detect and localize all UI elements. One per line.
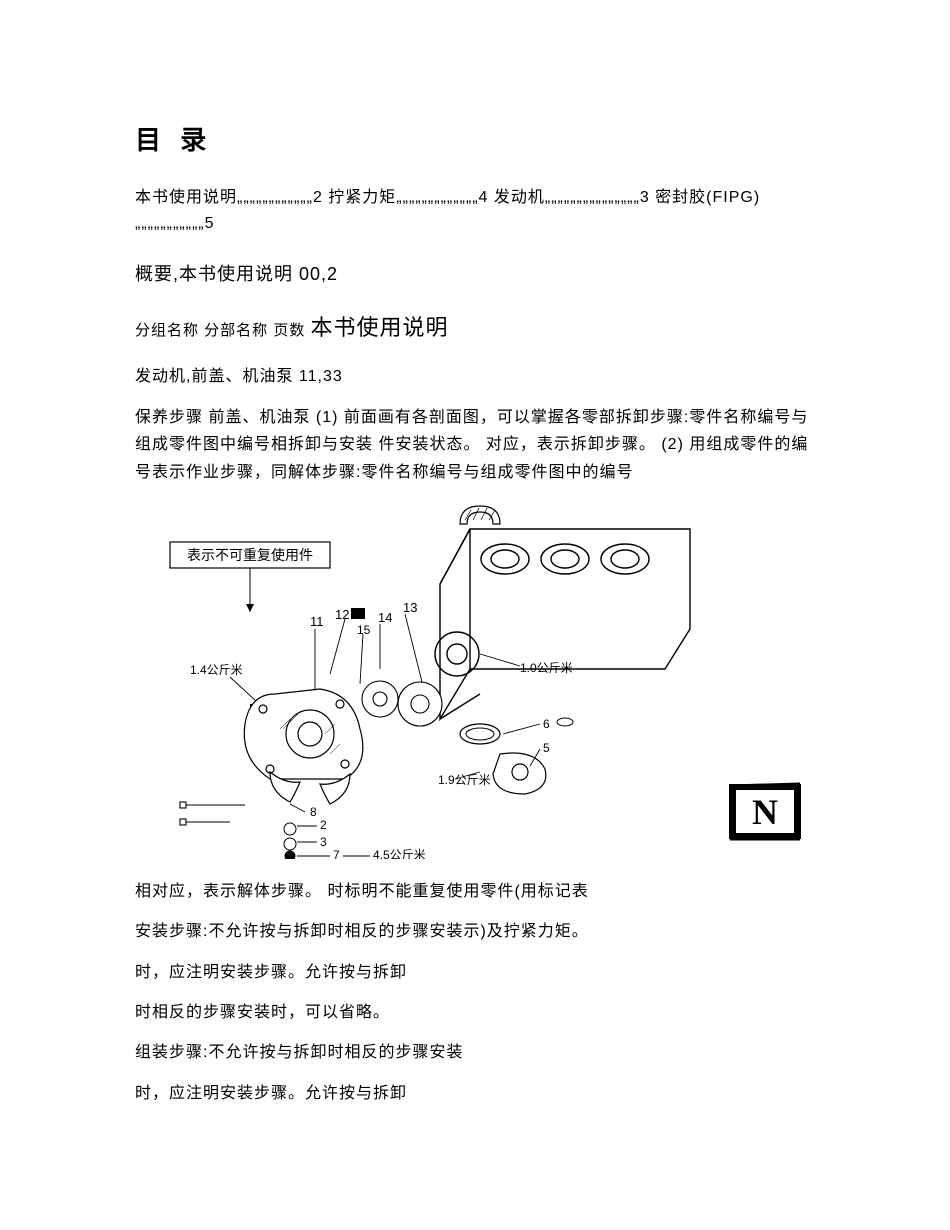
maintenance-paragraph: 保养步骤 前盖、机油泵 (1) 前面画有各剖面图，可以掌握各零部拆卸步骤:零件名… [135, 404, 820, 486]
svg-text:7: 7 [333, 848, 340, 859]
section-header: 分组名称 分部名称 页数 本书使用说明 [135, 310, 820, 342]
section-summary: 概要,本书使用说明 00,2 [135, 260, 820, 286]
svg-text:1.4公斤米: 1.4公斤米 [190, 663, 243, 677]
section-header-small: 分组名称 分部名称 页数 [135, 322, 311, 339]
svg-text:5: 5 [543, 741, 550, 755]
svg-text:8: 8 [310, 805, 317, 819]
svg-text:表示不可重复使用件: 表示不可重复使用件 [187, 547, 313, 563]
exploded-diagram: 表示不可重复使用件 [135, 494, 825, 859]
text-line-6: 时，应注明安装步骤。允许按与拆卸 [135, 960, 820, 986]
text-line-4: 相对应，表示解体步骤。 时标明不能重复使用零件(用标记表 [135, 879, 820, 905]
engine-line: 发动机,前盖、机油泵 11,33 [135, 364, 820, 390]
text-line-8: 组装步骤:不允许按与拆卸时相反的步骤安装 [135, 1040, 820, 1066]
svg-text:2: 2 [320, 818, 327, 832]
svg-text:3: 3 [320, 835, 327, 849]
toc-text: 本书使用说明„„„„„„„„„„„„2 拧紧力矩„„„„„„„„„„„„„4 发… [135, 185, 820, 238]
section-header-large: 本书使用说明 [311, 315, 449, 340]
svg-text:11: 11 [310, 614, 324, 629]
svg-text:1.9公斤米: 1.9公斤米 [438, 773, 491, 787]
text-line-5: 安装步骤:不允许按与拆卸时相反的步骤安装示)及拧紧力矩。 [135, 919, 820, 945]
svg-text:4.5公斤米: 4.5公斤米 [373, 848, 426, 859]
svg-text:6: 6 [543, 717, 550, 731]
svg-text:12: 12 [335, 607, 349, 622]
svg-text:14: 14 [378, 610, 392, 625]
svg-text:1.0公斤米: 1.0公斤米 [520, 661, 573, 675]
text-line-9: 时，应注明安装步骤。允许按与拆卸 [135, 1081, 820, 1107]
svg-text:N: N [752, 792, 778, 832]
page-title: 目 录 [135, 120, 820, 157]
svg-text:15: 15 [357, 623, 371, 637]
svg-text:13: 13 [403, 600, 417, 615]
text-line-7: 时相反的步骤安装时，可以省略。 [135, 1000, 820, 1026]
